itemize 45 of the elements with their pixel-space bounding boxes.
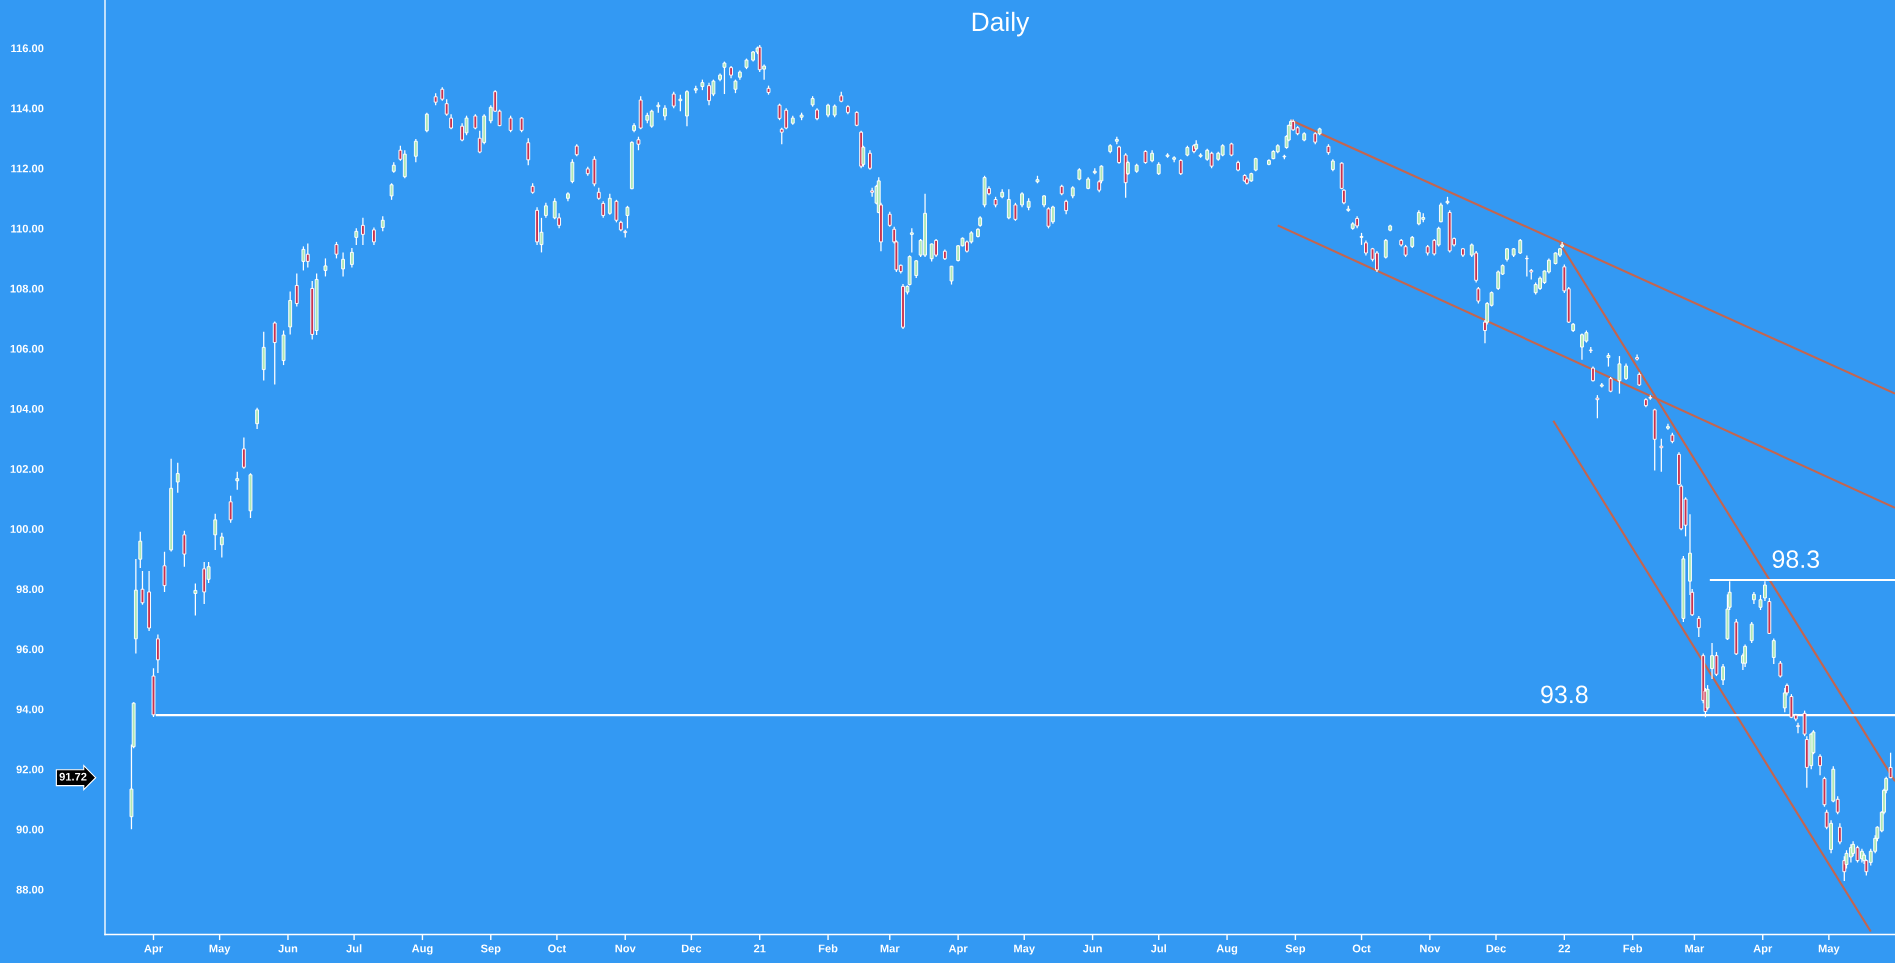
y-tick-label: 94.00 bbox=[16, 705, 44, 714]
x-tick-label: Apr bbox=[948, 944, 968, 955]
annotation: 98.3 bbox=[1772, 550, 1820, 569]
y-tick-label: 114.00 bbox=[11, 104, 44, 113]
x-tick-label: Jul bbox=[346, 944, 362, 953]
x-tick-label: Mar bbox=[1685, 944, 1705, 953]
y-tick-label: 110.00 bbox=[11, 224, 44, 233]
x-tick-label: Jun bbox=[278, 944, 298, 953]
y-tick-label: 88.00 bbox=[16, 885, 44, 894]
x-tick-label: Aug bbox=[411, 944, 433, 955]
x-tick-label: 21 bbox=[753, 944, 766, 953]
y-tick-label: 112.00 bbox=[11, 164, 44, 173]
y-tick-label: 90.00 bbox=[16, 825, 44, 834]
x-tick-label: Oct bbox=[548, 944, 567, 953]
chart-title: Daily bbox=[972, 11, 1030, 37]
y-tick-label: 104.00 bbox=[10, 404, 44, 413]
x-tick-label: Sep bbox=[1285, 944, 1306, 955]
x-tick-label: Mar bbox=[880, 944, 900, 953]
x-tick-label: Nov bbox=[1420, 944, 1441, 953]
y-tick-label: 102.00 bbox=[10, 465, 44, 473]
y-tick-label: 116.00 bbox=[11, 44, 44, 53]
x-tick-label: Feb bbox=[1623, 944, 1643, 953]
x-tick-label: Dec bbox=[681, 944, 702, 953]
y-tick-label: 96.00 bbox=[16, 645, 44, 654]
x-tick-label: Jul bbox=[1150, 944, 1166, 953]
x-tick-label: Nov bbox=[615, 944, 636, 953]
x-tick-label: Oct bbox=[1352, 944, 1371, 953]
text: 91.72 bbox=[59, 772, 87, 781]
x-tick-label: Feb bbox=[818, 944, 838, 953]
x-tick-label: Dec bbox=[1486, 944, 1506, 953]
x-tick-label: May bbox=[1818, 944, 1840, 955]
x-tick-label: May bbox=[1014, 944, 1035, 955]
x-tick-label: Aug bbox=[1216, 944, 1238, 955]
annotation: 93.8 bbox=[1541, 685, 1588, 704]
y-tick-label: 92.00 bbox=[16, 765, 44, 774]
y-tick-label: 106.00 bbox=[10, 344, 44, 353]
y-tick-label: 100.00 bbox=[10, 525, 44, 533]
x-tick-label: Apr bbox=[144, 944, 163, 955]
x-tick-label: 22 bbox=[1558, 944, 1571, 953]
x-tick-label: Jun bbox=[1082, 944, 1102, 953]
x-tick-label: Apr bbox=[1753, 944, 1773, 955]
x-tick-label: Sep bbox=[480, 944, 501, 955]
y-tick-label: 98.00 bbox=[16, 585, 44, 594]
y-tick-label: 108.00 bbox=[10, 284, 44, 293]
x-tick-label: May bbox=[209, 944, 231, 955]
